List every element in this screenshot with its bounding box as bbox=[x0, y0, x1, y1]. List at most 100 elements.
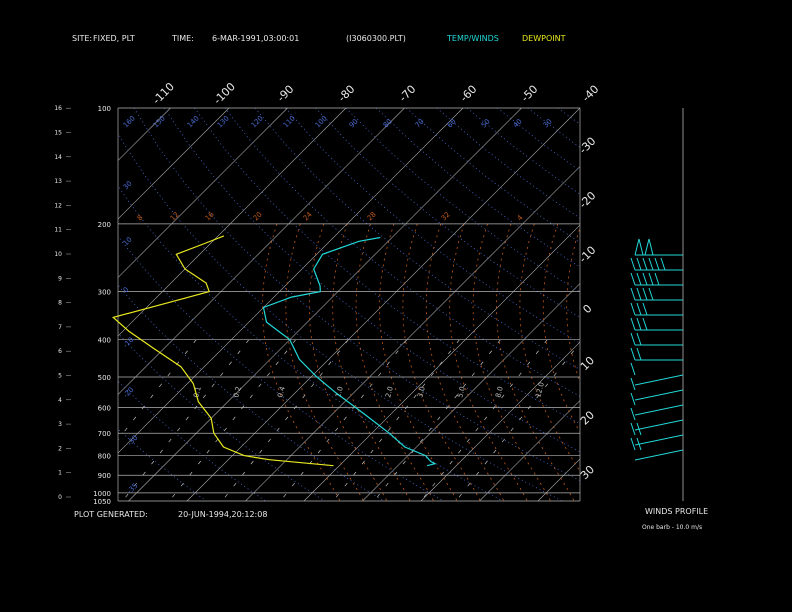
wind-barb-feather bbox=[636, 347, 642, 361]
wind-barb-feather bbox=[630, 392, 636, 406]
plot-generated-value: 20-JUN-1994,20:12:08 bbox=[178, 510, 267, 519]
moist-adiabat bbox=[332, 223, 411, 501]
winds-profile-note: One barb - 10.0 m/s bbox=[642, 524, 702, 531]
dry-adiabat-label: 70 bbox=[414, 117, 426, 129]
wind-barb-feather bbox=[630, 302, 636, 316]
moist-adiabat bbox=[402, 223, 481, 501]
height-label: 14 bbox=[54, 154, 62, 161]
pressure-label: 1000 bbox=[93, 490, 111, 498]
file-name: (I3060300.PLT) bbox=[346, 34, 406, 43]
dewpoint-legend: DEWPOINT bbox=[522, 34, 566, 43]
wind-barb-feather bbox=[636, 332, 642, 346]
height-label: 15 bbox=[54, 130, 62, 137]
wind-barb-shaft bbox=[634, 389, 684, 401]
moist-adiabat-label: 28 bbox=[366, 210, 378, 222]
dry-adiabat-label: 90 bbox=[348, 117, 360, 129]
wind-barb-feather bbox=[642, 302, 648, 316]
dry-adiabat bbox=[133, 108, 580, 481]
dry-adiabat-label: 60 bbox=[446, 117, 458, 129]
wind-barb-shaft bbox=[634, 404, 684, 416]
height-label: 6 bbox=[58, 348, 62, 355]
wind-barb-feather bbox=[648, 257, 654, 271]
pressure-label: 600 bbox=[98, 404, 111, 412]
mixing-ratio-label: 0.4 bbox=[276, 385, 287, 398]
wind-barb-feather bbox=[642, 257, 648, 271]
height-label: 10 bbox=[54, 251, 62, 258]
wind-barb-feather bbox=[654, 272, 660, 286]
isotherm-line bbox=[479, 400, 580, 501]
pressure-label: 200 bbox=[98, 221, 111, 229]
moist-adiabat bbox=[425, 223, 505, 501]
height-label: 9 bbox=[58, 275, 62, 282]
isotherm-line bbox=[128, 108, 522, 501]
height-label: 11 bbox=[54, 227, 62, 234]
mixing-ratio-line bbox=[221, 339, 349, 501]
wind-barb-feather bbox=[648, 272, 654, 286]
wind-barb-feather bbox=[648, 287, 654, 301]
moist-adiabat bbox=[495, 223, 575, 501]
wind-barb-feather bbox=[642, 272, 648, 286]
mixing-ratio-label: 5.0 bbox=[456, 386, 467, 399]
wind-barb-feather bbox=[630, 437, 636, 451]
mixing-ratio-line bbox=[420, 339, 548, 501]
dry-adiabat-label: 80 bbox=[382, 117, 394, 129]
height-label: 16 bbox=[54, 105, 62, 112]
wind-barb-flag bbox=[634, 238, 644, 256]
mixing-ratio-line bbox=[332, 339, 460, 501]
isotherm-line bbox=[118, 108, 347, 337]
dry-adiabat-label: 30 bbox=[542, 117, 554, 129]
isotherm-line bbox=[420, 341, 580, 501]
wind-barb-feather bbox=[660, 257, 666, 271]
mixing-ratio-line bbox=[122, 339, 250, 501]
wind-barb-shaft bbox=[634, 449, 684, 461]
height-label: 13 bbox=[54, 178, 62, 185]
wind-barb-feather bbox=[636, 257, 642, 271]
pressure-label: 500 bbox=[98, 374, 111, 382]
pressure-label: 100 bbox=[98, 105, 111, 113]
plot-generated-label: PLOT GENERATED: bbox=[74, 510, 148, 519]
temp-legend: TEMP/WINDS bbox=[446, 34, 499, 43]
moist-adiabat-label: 8 bbox=[136, 214, 145, 223]
site-value: FIXED, PLT bbox=[93, 34, 135, 43]
wind-barb-feather bbox=[654, 257, 660, 271]
footer: PLOT GENERATED: 20-JUN-1994,20:12:08 WIN… bbox=[74, 507, 708, 531]
wind-barb-feather bbox=[630, 272, 636, 286]
wind-profile bbox=[630, 108, 684, 501]
header: SITE: FIXED, PLT TIME: 6-MAR-1991,03:00:… bbox=[72, 34, 566, 43]
mixing-ratio-line bbox=[455, 342, 580, 501]
wind-barb-feather bbox=[630, 257, 636, 271]
isotherm-line bbox=[186, 108, 580, 501]
dry-adiabat-label: 40 bbox=[512, 117, 524, 129]
isotherm-line bbox=[362, 283, 580, 501]
mixing-ratio-label: 8.0 bbox=[494, 386, 505, 399]
dry-adiabat bbox=[194, 108, 580, 425]
mixing-ratio-label: 0.2 bbox=[232, 386, 243, 399]
wind-barb-feather bbox=[642, 287, 648, 301]
pressure-label: 400 bbox=[98, 337, 111, 345]
time-label: TIME: bbox=[171, 34, 194, 43]
wind-barb-feather bbox=[636, 302, 642, 316]
dry-adiabat bbox=[285, 108, 580, 344]
wind-barb-feather bbox=[630, 377, 636, 391]
diagram-grid bbox=[117, 107, 581, 502]
wind-barb-feather bbox=[630, 362, 636, 376]
mixing-ratio-line bbox=[280, 339, 408, 501]
height-label: 12 bbox=[54, 202, 62, 209]
dewpoint-profile bbox=[111, 235, 334, 467]
wind-barb-feather bbox=[636, 422, 642, 436]
time-value: 6-MAR-1991,03:00:01 bbox=[212, 34, 299, 43]
moist-adiabat-label: 20 bbox=[252, 210, 264, 222]
wind-barb-feather bbox=[636, 437, 642, 451]
wind-barb-feather bbox=[630, 407, 636, 421]
moist-adiabat-label: 4 bbox=[516, 213, 525, 222]
mixing-ratio-label: 3.0 bbox=[416, 386, 427, 399]
wind-barb-feather bbox=[630, 422, 636, 436]
wind-barb-shaft bbox=[634, 434, 684, 446]
height-label: 3 bbox=[58, 421, 62, 428]
height-label: 5 bbox=[58, 373, 62, 380]
wind-barb-flag bbox=[644, 238, 654, 256]
isotherm-line bbox=[118, 108, 230, 220]
pressure-label: 800 bbox=[98, 453, 111, 461]
height-label: 0 bbox=[58, 494, 62, 501]
